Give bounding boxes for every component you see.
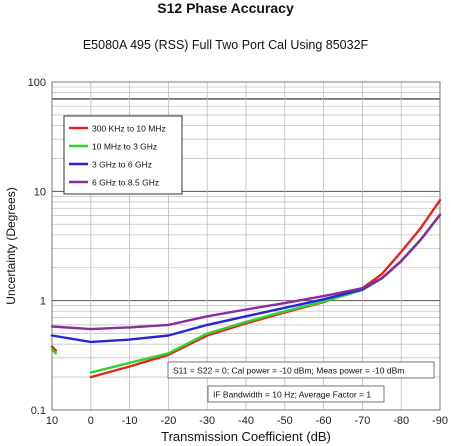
series-line-4 [50, 213, 442, 331]
legend-label: 3 GHz to 6 GHz [92, 160, 152, 170]
x-axis-label: Transmission Coefficient (dB) [161, 429, 331, 444]
series-line-2 [89, 213, 442, 374]
x-tick-label: -90 [432, 415, 448, 427]
series-line-1 [50, 345, 58, 352]
x-tick-label: -60 [316, 415, 332, 427]
chart-subtitle: E5080A 495 (RSS) Full Two Port Cal Using… [82, 38, 369, 52]
x-tick-label: 0 [88, 415, 94, 427]
series-line-2 [50, 348, 58, 355]
x-tick-label: -50 [277, 415, 293, 427]
annotation-text: S11 = S22 = 0; Cal power = -10 dBm; Meas… [173, 366, 404, 376]
x-tick-label: 10 [46, 415, 58, 427]
legend-label: 300 KHz to 10 MHz [92, 124, 166, 134]
y-tick-label: 10 [34, 186, 46, 198]
x-tick-label: -70 [354, 415, 370, 427]
x-tick-label: -10 [122, 415, 138, 427]
y-axis-label: Uncertainty (Degrees) [4, 187, 18, 304]
x-tick-label: -30 [199, 415, 215, 427]
x-tick-label: -80 [393, 415, 409, 427]
plot-frame [51, 81, 441, 411]
series-line-1 [89, 199, 442, 379]
annotation-box [207, 385, 385, 403]
y-tick-label: 1 [40, 296, 46, 308]
legend-label: 10 MHz to 3 GHz [92, 142, 157, 152]
y-tick-label: 100 [28, 77, 46, 89]
x-tick-label: -20 [160, 415, 176, 427]
annotation-box [167, 361, 435, 379]
y-tick-label: 0.1 [31, 405, 46, 417]
annotation-text: IF Bandwidth = 10 Hz; Average Factor = 1 [213, 390, 371, 400]
chart-title: S12 Phase Accuracy [157, 0, 294, 16]
legend-label: 6 GHz to 8.5 GHz [92, 178, 159, 188]
x-tick-label: -40 [238, 415, 254, 427]
